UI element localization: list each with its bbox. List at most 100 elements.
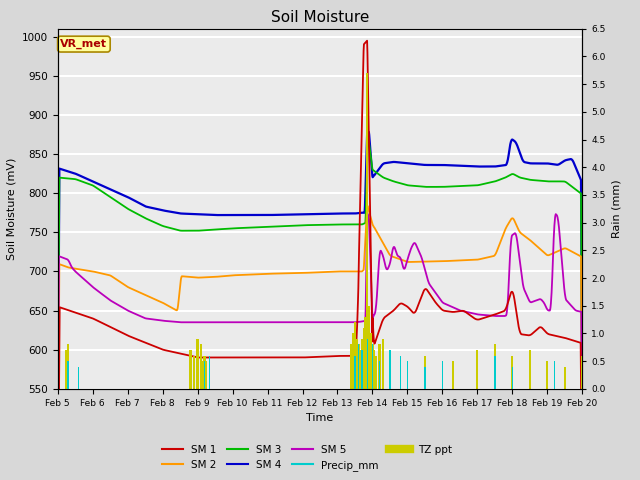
Bar [200,345,202,389]
SM 5 [276,319,284,325]
Bar [356,339,358,389]
SM 1 [116,329,124,335]
SM 2 [297,270,305,276]
SM 4 [353,211,360,216]
Bar [554,361,555,389]
Line: SM 2: SM 2 [58,205,582,480]
Legend: SM 1, SM 2, SM 3, SM 4, SM 5, Precip_mm, TZ ppt: SM 1, SM 2, SM 3, SM 4, SM 5, Precip_mm,… [158,440,456,475]
Bar [389,350,390,389]
SM 5 [353,319,360,325]
Bar [400,356,401,389]
Y-axis label: Rain (mm): Rain (mm) [611,180,621,238]
Bar [209,356,211,389]
Line: SM 4: SM 4 [58,131,582,480]
Bar [424,367,426,389]
Bar [359,350,362,389]
Bar [512,367,513,389]
SM 2 [364,203,371,208]
Title: Soil Moisture: Soil Moisture [271,10,369,25]
SM 1 [364,38,371,44]
Bar [65,350,67,389]
SM 5 [116,303,124,309]
Bar [205,361,207,389]
SM 1 [276,355,284,360]
SM 3 [579,441,586,447]
SM 1 [353,341,360,347]
Bar [204,356,205,389]
SM 4 [297,212,305,217]
Bar [529,350,531,389]
Bar [564,367,566,389]
Bar [476,350,479,389]
Bar [67,345,69,389]
Bar [364,317,367,389]
Bar [193,356,195,389]
Bar [367,339,368,389]
SM 3 [276,223,284,229]
SM 3 [353,222,360,228]
Bar [372,345,373,389]
Bar [407,361,408,389]
SM 5 [287,319,295,325]
Bar [442,361,443,389]
SM 4 [276,212,284,217]
SM 5 [94,288,102,294]
Bar [547,361,548,389]
Bar [189,350,191,389]
Bar [357,345,360,389]
SM 3 [297,222,305,228]
Bar [424,356,426,389]
SM 3 [287,223,295,228]
SM 2 [276,271,284,276]
Bar [202,361,204,389]
Bar [78,367,79,389]
SM 3 [364,133,372,139]
Bar [371,345,374,389]
Bar [358,345,359,389]
Y-axis label: Soil Moisture (mV): Soil Moisture (mV) [6,157,16,260]
Bar [352,334,355,389]
Bar [355,356,356,389]
Bar [366,73,368,389]
Bar [375,356,377,389]
Line: SM 5: SM 5 [58,214,582,480]
Bar [511,356,513,389]
Line: SM 3: SM 3 [58,136,582,480]
Bar [599,367,600,389]
Bar [67,361,68,389]
SM 3 [116,201,124,206]
Text: VR_met: VR_met [60,39,108,49]
Bar [362,350,363,389]
Bar [368,306,370,389]
SM 2 [94,270,102,276]
Bar [378,345,381,389]
Bar [370,334,372,389]
X-axis label: Time: Time [307,413,333,423]
Bar [494,345,496,389]
SM 2 [116,279,124,285]
SM 4 [94,181,102,187]
Bar [354,323,356,389]
SM 1 [94,318,102,324]
Bar [363,328,365,389]
Bar [204,361,205,389]
SM 2 [287,270,295,276]
SM 5 [297,319,305,325]
SM 4 [287,212,295,217]
SM 2 [353,268,360,274]
Bar [196,339,198,389]
Bar [373,350,375,389]
SM 4 [364,128,371,133]
Line: SM 1: SM 1 [58,41,582,480]
Bar [379,361,380,389]
SM 3 [94,186,102,192]
Bar [452,361,454,389]
SM 1 [297,355,305,360]
Bar [581,356,584,389]
SM 4 [579,434,586,440]
SM 5 [364,211,371,216]
Bar [494,356,495,389]
Bar [361,339,363,389]
SM 2 [579,479,586,480]
Bar [351,345,353,389]
